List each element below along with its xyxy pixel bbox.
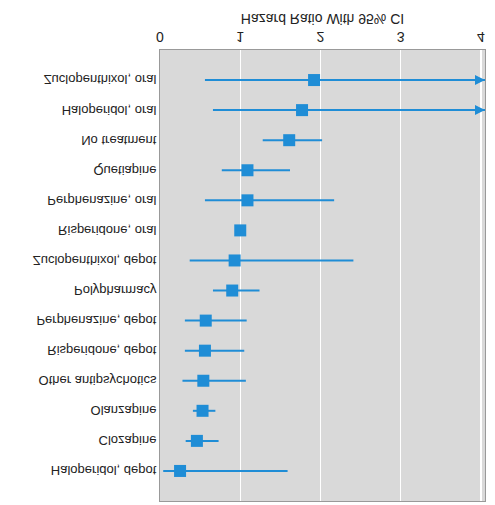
svg-text:2: 2 bbox=[317, 29, 325, 45]
svg-text:Risperidone, depot: Risperidone, depot bbox=[47, 343, 157, 358]
svg-text:Olanzapine: Olanzapine bbox=[91, 403, 157, 418]
svg-text:Zuclopenthixol, oral: Zuclopenthixol, oral bbox=[44, 73, 157, 88]
svg-text:Clozapine: Clozapine bbox=[99, 433, 157, 448]
svg-text:Quetiapine: Quetiapine bbox=[94, 163, 157, 178]
svg-text:1: 1 bbox=[236, 29, 244, 45]
svg-text:No treatment: No treatment bbox=[81, 133, 157, 148]
svg-text:Haloperidol, oral: Haloperidol, oral bbox=[62, 103, 157, 118]
svg-text:Risperidone, oral: Risperidone, oral bbox=[58, 223, 156, 238]
svg-text:Perphenazine, depot: Perphenazine, depot bbox=[36, 313, 156, 328]
svg-text:Other antipsychotics: Other antipsychotics bbox=[39, 373, 157, 388]
svg-text:Zuclopenthixol, depot: Zuclopenthixol, depot bbox=[33, 253, 157, 268]
svg-text:Hazard Ratio With 95% CI: Hazard Ratio With 95% CI bbox=[241, 11, 404, 27]
svg-text:Polypharmacy: Polypharmacy bbox=[74, 283, 157, 298]
svg-text:Perphenazine, oral: Perphenazine, oral bbox=[47, 193, 156, 208]
svg-text:Haloperidol, depot: Haloperidol, depot bbox=[51, 463, 157, 478]
svg-text:4: 4 bbox=[477, 29, 485, 45]
svg-text:3: 3 bbox=[397, 29, 405, 45]
svg-text:0: 0 bbox=[156, 29, 164, 45]
